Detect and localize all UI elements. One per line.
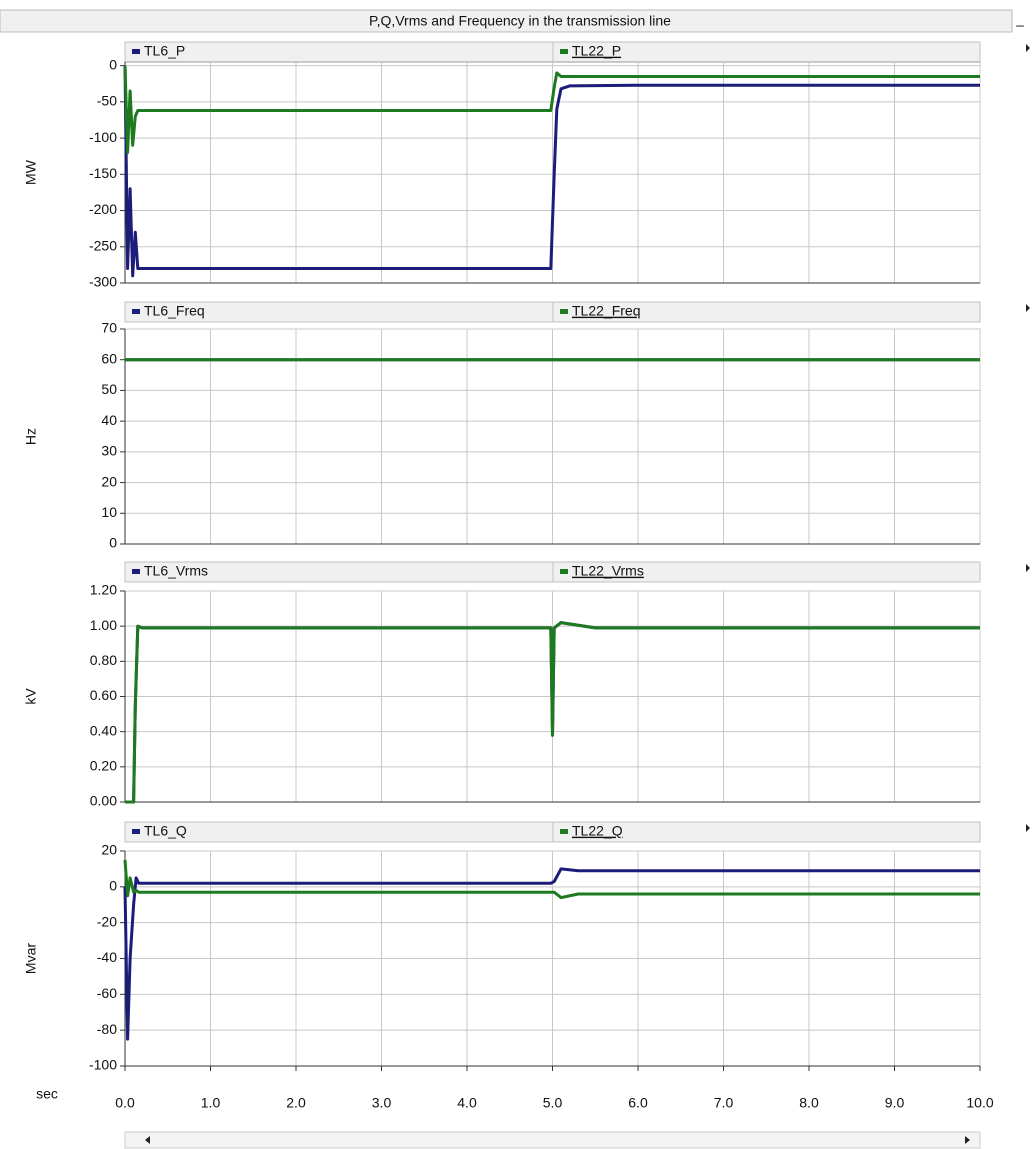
panel-arrow (1026, 44, 1030, 52)
legend-label: TL22_Vrms (572, 563, 644, 579)
legend-label: TL6_P (144, 43, 185, 59)
x-tick-label: 7.0 (714, 1095, 734, 1111)
x-tick-label: 5.0 (543, 1095, 563, 1111)
y-tick-label: 20 (101, 473, 117, 489)
legend-swatch (132, 309, 140, 314)
data-line (125, 621, 980, 804)
y-axis-label: MW (23, 159, 39, 185)
y-tick-label: 0.60 (90, 687, 117, 703)
data-line (123, 867, 980, 1041)
y-tick-label: 0.20 (90, 758, 117, 774)
y-tick-label: -250 (89, 237, 117, 253)
y-tick-label: 10 (101, 504, 117, 520)
x-tick-label: 4.0 (457, 1095, 477, 1111)
x-tick-label: 8.0 (799, 1095, 819, 1111)
x-tick-label: 6.0 (628, 1095, 648, 1111)
y-tick-label: -150 (89, 165, 117, 181)
legend-swatch (560, 309, 568, 314)
legend-swatch (560, 569, 568, 574)
y-tick-label: 40 (101, 412, 117, 428)
legend-label: TL6_Freq (144, 303, 205, 319)
y-tick-label: -20 (97, 913, 117, 929)
x-tick-label: 0.0 (115, 1095, 135, 1111)
minimize-button[interactable]: – (1016, 17, 1024, 33)
x-tick-label: 10.0 (966, 1095, 993, 1111)
legend-swatch (132, 569, 140, 574)
y-tick-label: -200 (89, 201, 117, 217)
y-tick-label: 0.40 (90, 722, 117, 738)
x-axis-label: sec (36, 1086, 58, 1102)
y-tick-label: 20 (101, 842, 117, 858)
x-tick-label: 3.0 (372, 1095, 392, 1111)
legend-swatch (560, 49, 568, 54)
legend-swatch (132, 829, 140, 834)
y-tick-label: -300 (89, 274, 117, 290)
legend-swatch (560, 829, 568, 834)
legend-label: TL6_Vrms (144, 563, 208, 579)
y-tick-label: -100 (89, 1057, 117, 1073)
chart-title: P,Q,Vrms and Frequency in the transmissi… (369, 13, 671, 29)
y-axis-label: kV (23, 688, 39, 705)
legend-label: TL6_Q (144, 823, 187, 839)
x-tick-label: 2.0 (286, 1095, 306, 1111)
legend-label: TL22_P (572, 43, 621, 59)
panel-arrow (1026, 824, 1030, 832)
legend-swatch (132, 49, 140, 54)
y-tick-label: 0.00 (90, 793, 117, 809)
scroll-left[interactable] (145, 1136, 150, 1144)
legend-label: TL22_Q (572, 823, 623, 839)
panel-arrow (1026, 304, 1030, 312)
data-line (123, 65, 980, 155)
y-tick-label: 70 (101, 320, 117, 336)
y-axis-label: Mvar (23, 943, 39, 974)
y-tick-label: -60 (97, 985, 117, 1001)
x-tick-label: 1.0 (201, 1095, 221, 1111)
x-tick-label: 9.0 (885, 1095, 905, 1111)
data-line (123, 859, 980, 900)
y-tick-label: 50 (101, 381, 117, 397)
title-bar (0, 9, 1013, 33)
y-tick-label: 1.20 (90, 582, 117, 598)
y-tick-label: 1.00 (90, 617, 117, 633)
y-tick-label: 30 (101, 443, 117, 459)
y-tick-label: 60 (101, 350, 117, 366)
legend-label: TL22_Freq (572, 303, 640, 319)
y-tick-label: 0 (109, 878, 117, 894)
y-tick-label: -50 (97, 93, 117, 109)
y-tick-label: -100 (89, 129, 117, 145)
data-line (123, 65, 980, 278)
y-axis-label: Hz (23, 428, 39, 445)
y-tick-label: 0 (109, 56, 117, 72)
panel-arrow (1026, 564, 1030, 572)
y-tick-label: -80 (97, 1021, 117, 1037)
scroll-right[interactable] (965, 1136, 970, 1144)
scrollbar[interactable] (124, 1131, 981, 1149)
y-tick-label: -40 (97, 949, 117, 965)
y-tick-label: 0.80 (90, 652, 117, 668)
y-tick-label: 0 (109, 535, 117, 551)
